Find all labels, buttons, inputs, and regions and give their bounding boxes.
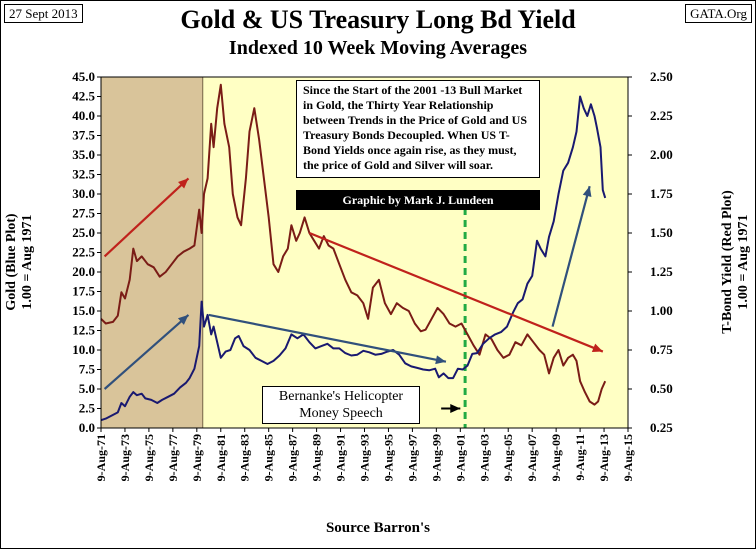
y-left-tick-label: 17.5 — [72, 284, 95, 299]
trend-arrow-red-4 — [308, 231, 604, 353]
credit-label: Graphic by Mark J. Lundeen — [296, 190, 540, 210]
trend-arrows — [103, 177, 604, 413]
x-tick-label: 9-Aug-79 — [190, 434, 204, 481]
x-tick-label: 9-Aug-97 — [405, 434, 419, 481]
series-line-gold — [100, 95, 607, 422]
speech-annotation: Bernanke's Helicopter Money Speech — [262, 386, 420, 424]
x-axis-title: Source Barron's — [325, 520, 431, 536]
x-tick-label: 9-Aug-01 — [453, 434, 467, 481]
y-left-tick-label: 27.5 — [72, 206, 95, 221]
y-left-tick-label: 5.0 — [79, 381, 95, 396]
y-left-tick-label: 40.0 — [72, 108, 95, 123]
y-axis-right: 0.25 0.50 0.75 1.00 1.25 1.50 1.75 2.00 2.25 2.50 — [628, 69, 673, 435]
trend-arrow-head-blue-3 — [582, 186, 592, 198]
y-left-tick-label: 22.5 — [72, 245, 95, 260]
y-left-tick-label: 42.5 — [72, 89, 95, 104]
x-tick-label: 9-Aug-05 — [501, 434, 515, 481]
chart-title: Gold & US Treasury Long Bd Yield — [180, 5, 576, 34]
x-tick-label: 9-Aug-09 — [549, 434, 563, 481]
x-tick-label: 9-Aug-85 — [262, 434, 276, 481]
x-tick-label: 9-Aug-93 — [358, 434, 372, 481]
trend-arrow-blue-1 — [103, 314, 190, 390]
y-right-tick-label: 2.00 — [650, 147, 673, 162]
x-tick-label: 9-Aug-89 — [310, 434, 324, 481]
y-right-tick-label: 2.50 — [650, 69, 673, 84]
x-tick-label: 9-Aug-99 — [429, 434, 443, 481]
trend-arrow-blue-2 — [208, 313, 447, 363]
trend-arrow-head-red-0 — [178, 178, 189, 189]
y-left-tick-label: 20.0 — [72, 264, 95, 279]
y-left-tick-label: 2.5 — [79, 401, 96, 416]
x-tick-label: 9-Aug-07 — [525, 434, 539, 481]
y-left-tick-label: 37.5 — [72, 128, 95, 143]
y-left-tick-label: 10.0 — [72, 342, 95, 357]
x-tick-label: 9-Aug-95 — [381, 434, 395, 481]
shaded-region — [100, 76, 204, 429]
y-left-tick-label: 25.0 — [72, 225, 95, 240]
chart-subtitle: Indexed 10 Week Moving Averages — [228, 37, 528, 59]
x-tick-label: 9-Aug-11 — [573, 434, 587, 481]
y-right-tick-label: 0.75 — [650, 342, 673, 357]
y-right-tick-label: 2.25 — [650, 108, 673, 123]
y-left-tick-label: 30.0 — [72, 186, 95, 201]
y-axis-right-title: T-Bond Yield (Red Plot) 1.00 = Aug 1971 — [720, 132, 752, 392]
y-axis-right-title-line1: T-Bond Yield (Red Plot) — [720, 190, 735, 334]
x-tick-label: 9-Aug-71 — [94, 434, 108, 481]
trend-arrow-red-0 — [103, 177, 190, 258]
y-axis-left-title: Gold (Blue Plot) 1.00 = Aug 1971 — [4, 132, 36, 392]
x-axis: 9-Aug-71 9-Aug-73 9-Aug-75 9-Aug-77 9-Aug-79… — [94, 428, 635, 481]
trend-arrow-head-red-4 — [591, 343, 603, 352]
y-right-tick-label: 1.00 — [650, 303, 673, 318]
x-tick-label: 9-Aug-13 — [597, 434, 611, 481]
x-tick-label: 9-Aug-87 — [286, 434, 300, 481]
y-left-tick-label: 0.0 — [79, 420, 95, 435]
x-tick-label: 9-Aug-77 — [166, 434, 180, 481]
source-label: GATA.Org — [685, 4, 752, 23]
x-tick-label: 9-Aug-03 — [477, 434, 491, 481]
y-left-tick-label: 12.5 — [72, 323, 95, 338]
trend-arrow-head-blue-2 — [435, 355, 446, 365]
x-tick-label: 9-Aug-83 — [238, 434, 252, 481]
x-tick-label: 9-Aug-73 — [118, 434, 132, 481]
y-left-tick-label: 7.5 — [79, 362, 96, 377]
y-right-tick-label: 0.50 — [650, 381, 673, 396]
y-left-tick-label: 45.0 — [72, 69, 95, 84]
y-right-tick-label: 0.25 — [650, 420, 673, 435]
y-axis-left: 0.0 2.5 5.0 7.5 10.0 12.5 15.0 17.5 20.0 22.5 25.0… — [72, 69, 101, 435]
trend-arrow-head-blue-1 — [177, 314, 189, 325]
y-left-tick-label: 35.0 — [72, 147, 95, 162]
y-left-tick-label: 32.5 — [72, 167, 95, 182]
annotation-note: Since the Start of the 2001 -13 Bull Mar… — [296, 80, 540, 178]
x-tick-label: 9-Aug-15 — [621, 434, 635, 481]
y-right-tick-label: 1.75 — [650, 186, 673, 201]
y-left-tick-label: 15.0 — [72, 303, 95, 318]
trend-arrow-blue-3 — [551, 185, 591, 327]
y-right-tick-label: 1.50 — [650, 225, 673, 240]
date-label: 27 Sept 2013 — [4, 4, 83, 23]
y-right-tick-label: 1.25 — [650, 264, 673, 279]
y-axis-right-title-line2: 1.00 = Aug 1971 — [736, 214, 751, 310]
trend-arrow-head-black-5 — [450, 404, 461, 413]
y-axis-left-title-line2: 1.00 = Aug 1971 — [20, 214, 35, 310]
x-tick-label: 9-Aug-91 — [334, 434, 348, 481]
x-tick-label: 9-Aug-75 — [142, 434, 156, 481]
x-tick-label: 9-Aug-81 — [214, 434, 228, 481]
series-line-tbond-yield — [100, 83, 607, 406]
y-axis-left-title-line1: Gold (Blue Plot) — [4, 213, 19, 311]
